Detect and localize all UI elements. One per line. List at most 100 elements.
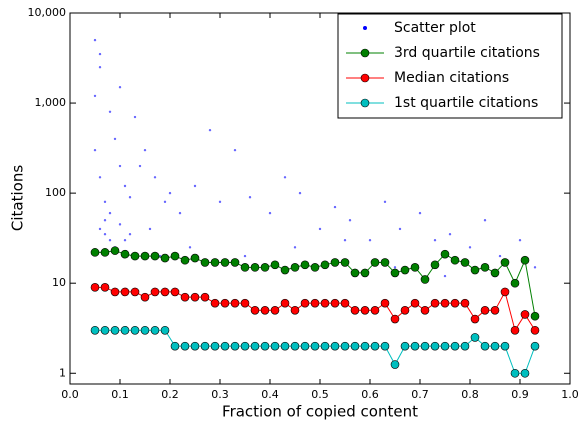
scatter-point [318, 227, 322, 231]
series-line [95, 329, 536, 374]
scatter-point [113, 137, 117, 141]
scatter-point [128, 232, 132, 236]
series-marker [340, 341, 350, 351]
series-marker [240, 298, 250, 308]
series-marker [430, 341, 440, 351]
scatter-point [93, 94, 97, 98]
series-marker [480, 341, 490, 351]
x-tick-label: 0.9 [511, 388, 529, 401]
scatter-point [188, 246, 192, 249]
series-marker [150, 287, 160, 297]
x-tick-label: 0.2 [161, 388, 179, 401]
series-marker [450, 255, 460, 265]
scatter-point [348, 219, 352, 222]
scatter-point [103, 200, 107, 204]
y-tick-label: 1,000 [35, 96, 67, 109]
x-tick-label: 0.5 [311, 388, 329, 401]
series-marker [260, 341, 270, 351]
series-marker [140, 292, 150, 302]
series-marker [410, 298, 420, 308]
scatter-point [443, 274, 447, 278]
series-marker [450, 341, 460, 351]
series-marker [320, 341, 330, 351]
series-marker [350, 268, 360, 278]
series-marker [380, 298, 390, 308]
series-marker [450, 298, 460, 308]
series-marker [380, 341, 390, 351]
series-marker [360, 306, 370, 315]
series-marker [120, 325, 130, 335]
series-marker [170, 341, 180, 351]
series-marker [130, 287, 140, 297]
y-tick-label: 10 [52, 276, 66, 289]
scatter-point [98, 52, 102, 56]
scatter-point [178, 211, 182, 215]
legend-marker [360, 73, 370, 83]
legend-marker [360, 98, 370, 108]
scatter-point [138, 164, 142, 168]
scatter-point [293, 246, 297, 249]
x-tick-label: 0.7 [411, 388, 429, 401]
series-marker [470, 265, 480, 275]
scatter-point [518, 239, 522, 242]
series-marker [350, 341, 360, 351]
series-marker [200, 292, 210, 302]
scatter-point [93, 148, 97, 152]
series-marker [460, 298, 470, 308]
series-marker [470, 333, 480, 342]
series-marker [190, 253, 200, 263]
series-marker [460, 258, 470, 267]
series-marker [260, 263, 270, 272]
series-marker [320, 260, 330, 270]
series-marker [160, 287, 170, 297]
series-marker [270, 260, 280, 270]
legend-box [337, 13, 563, 119]
series-marker [320, 298, 330, 308]
scatter-point [163, 200, 167, 204]
series-marker [210, 258, 220, 267]
scatter-point [468, 246, 472, 249]
series-marker [290, 263, 300, 272]
scatter-point [118, 86, 122, 89]
series-marker [190, 341, 200, 351]
series-marker [410, 341, 420, 351]
series-marker [500, 341, 510, 351]
scatter-point [243, 254, 247, 258]
series-marker [270, 341, 280, 351]
legend-label: Scatter plot [394, 20, 476, 36]
series-marker [400, 341, 410, 351]
scatter-point [123, 239, 127, 242]
series-marker [250, 263, 260, 272]
series-marker [140, 325, 150, 335]
x-tick-label: 0.8 [461, 388, 479, 401]
scatter-point [208, 128, 212, 132]
series-marker [130, 251, 140, 261]
series-marker [530, 311, 540, 321]
scatter-point [533, 266, 537, 269]
y-tick-label: 100 [45, 186, 66, 199]
scatter-point [103, 232, 107, 236]
series-marker [530, 325, 540, 335]
scatter-point [123, 184, 127, 188]
series-line [95, 286, 536, 332]
series-marker [200, 341, 210, 351]
scatter-point [483, 219, 487, 222]
series-marker [170, 251, 180, 261]
scatter-point [418, 211, 422, 215]
series-marker [440, 341, 450, 351]
scatter-point [433, 239, 437, 242]
series-marker [470, 314, 480, 324]
scatter-point [133, 115, 137, 119]
series-marker [180, 255, 190, 265]
scatter-point [103, 219, 107, 222]
series-marker [230, 341, 240, 351]
series-marker [430, 260, 440, 270]
x-tick-label: 0.0 [61, 388, 79, 401]
scatter-point [98, 227, 102, 231]
legend-marker [360, 48, 370, 58]
scatter-point [398, 227, 402, 231]
x-tick-label: 0.3 [211, 388, 229, 401]
x-tick-label: 1.0 [561, 388, 578, 401]
series-marker [490, 306, 500, 315]
